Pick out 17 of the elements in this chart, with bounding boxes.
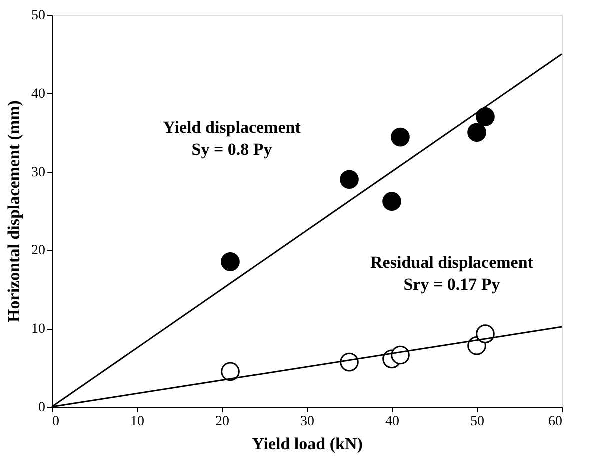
x-tick-label: 40 [386, 414, 400, 430]
y-tick-label: 40 [32, 86, 46, 102]
y-tick-label: 10 [32, 322, 46, 338]
x-tick-label: 50 [470, 414, 484, 430]
y-tick-label: 50 [32, 8, 46, 24]
y-tick-label: 0 [38, 400, 46, 416]
x-tick-label: 0 [52, 414, 60, 430]
annotation: Residual displacement Sry = 0.17 Py [370, 253, 534, 294]
x-tick-label: 10 [130, 414, 144, 430]
y-axis-title: Horizontal displacement (mm) [4, 100, 24, 322]
x-tick-label: 20 [216, 414, 230, 430]
x-axis-title: Yield load (kN) [252, 434, 363, 454]
y-tick-label: 20 [32, 244, 46, 259]
y-tick-label: 30 [32, 165, 46, 180]
annotation: Yield displacement Sy = 0.8 Py [163, 118, 302, 159]
x-tick-label: 60 [548, 414, 562, 430]
x-tick-label: 30 [300, 414, 314, 430]
